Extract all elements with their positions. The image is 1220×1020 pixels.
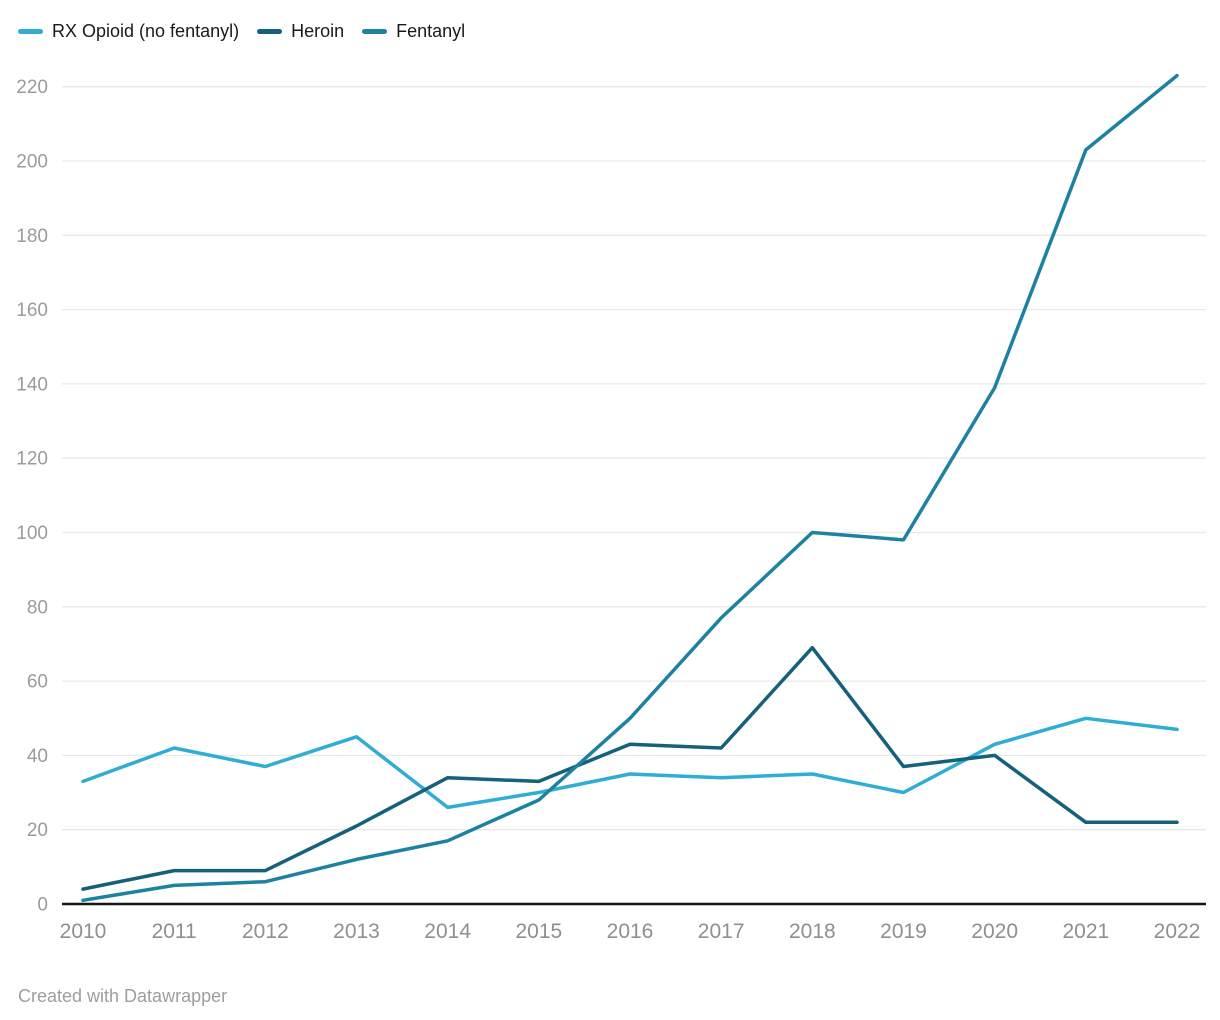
legend-item: Fentanyl [362, 20, 465, 42]
x-tick-label: 2020 [971, 920, 1018, 943]
legend-label: Fentanyl [396, 21, 466, 41]
y-tick-label: 120 [16, 449, 48, 470]
x-tick-label: 2016 [607, 920, 654, 943]
legend-swatch-icon [257, 28, 283, 34]
legend-swatch-icon [362, 28, 388, 34]
y-tick-label: 160 [16, 300, 48, 321]
y-tick-label: 20 [27, 820, 48, 841]
x-tick-label: 2011 [152, 920, 197, 943]
x-tick-label: 2014 [424, 920, 471, 943]
x-tick-label: 2010 [60, 920, 107, 943]
series-line-fentanyl [81, 73, 1179, 903]
datawrapper-credit: Created with Datawrapper [18, 986, 228, 1006]
y-tick-label: 200 [16, 152, 48, 173]
legend-label: RX Opioid (no fentanyl) [52, 21, 240, 41]
x-tick-label: 2021 [1062, 920, 1109, 943]
x-tick-label: 2022 [1154, 920, 1201, 943]
legend-swatch-icon [18, 28, 43, 34]
legend-item: Heroin [257, 20, 344, 42]
legend-item: RX Opioid (no fentanyl) [18, 20, 239, 42]
x-tick-label: 2012 [242, 920, 289, 943]
series-line-rx-opioid-no-fentanyl [81, 716, 1179, 810]
y-tick-label: 140 [16, 374, 48, 395]
y-tick-label: 220 [16, 77, 48, 98]
legend-label: Heroin [291, 21, 345, 41]
x-tick-label: 2017 [698, 920, 745, 943]
x-tick-label: 2018 [789, 920, 836, 943]
y-tick-label: 100 [16, 523, 48, 544]
x-tick-label: 2019 [880, 920, 927, 943]
y-tick-label: 0 [37, 895, 48, 916]
y-tick-label: 180 [16, 226, 48, 247]
y-tick-label: 80 [27, 597, 48, 618]
x-tick-label: 2013 [333, 920, 380, 943]
x-tick-label: 2015 [515, 920, 562, 943]
y-tick-label: 40 [27, 746, 48, 767]
legend: RX Opioid (no fentanyl) Heroin Fentanyl [18, 20, 465, 42]
y-tick-label: 60 [27, 672, 48, 693]
series-line-heroin [81, 645, 1179, 891]
